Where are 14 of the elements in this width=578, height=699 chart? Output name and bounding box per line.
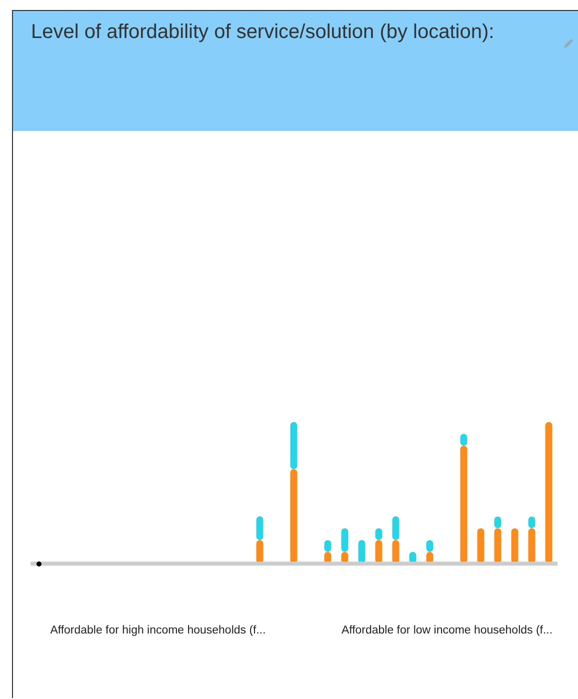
bar	[256, 516, 264, 540]
bar	[392, 516, 400, 540]
bar	[545, 422, 552, 564]
bar	[290, 470, 298, 564]
x-tick-label: Affordable for low income households (f...	[341, 624, 553, 637]
x-tick-label: Affordable for high income households (f...	[50, 624, 266, 637]
chart-title: Level of affordability of service/solution (by location):	[31, 21, 494, 44]
bar	[290, 422, 298, 470]
bar	[341, 528, 348, 552]
bar	[477, 528, 484, 564]
bar	[494, 528, 502, 564]
bar	[528, 528, 536, 564]
bar	[511, 528, 518, 564]
bar	[460, 446, 468, 564]
